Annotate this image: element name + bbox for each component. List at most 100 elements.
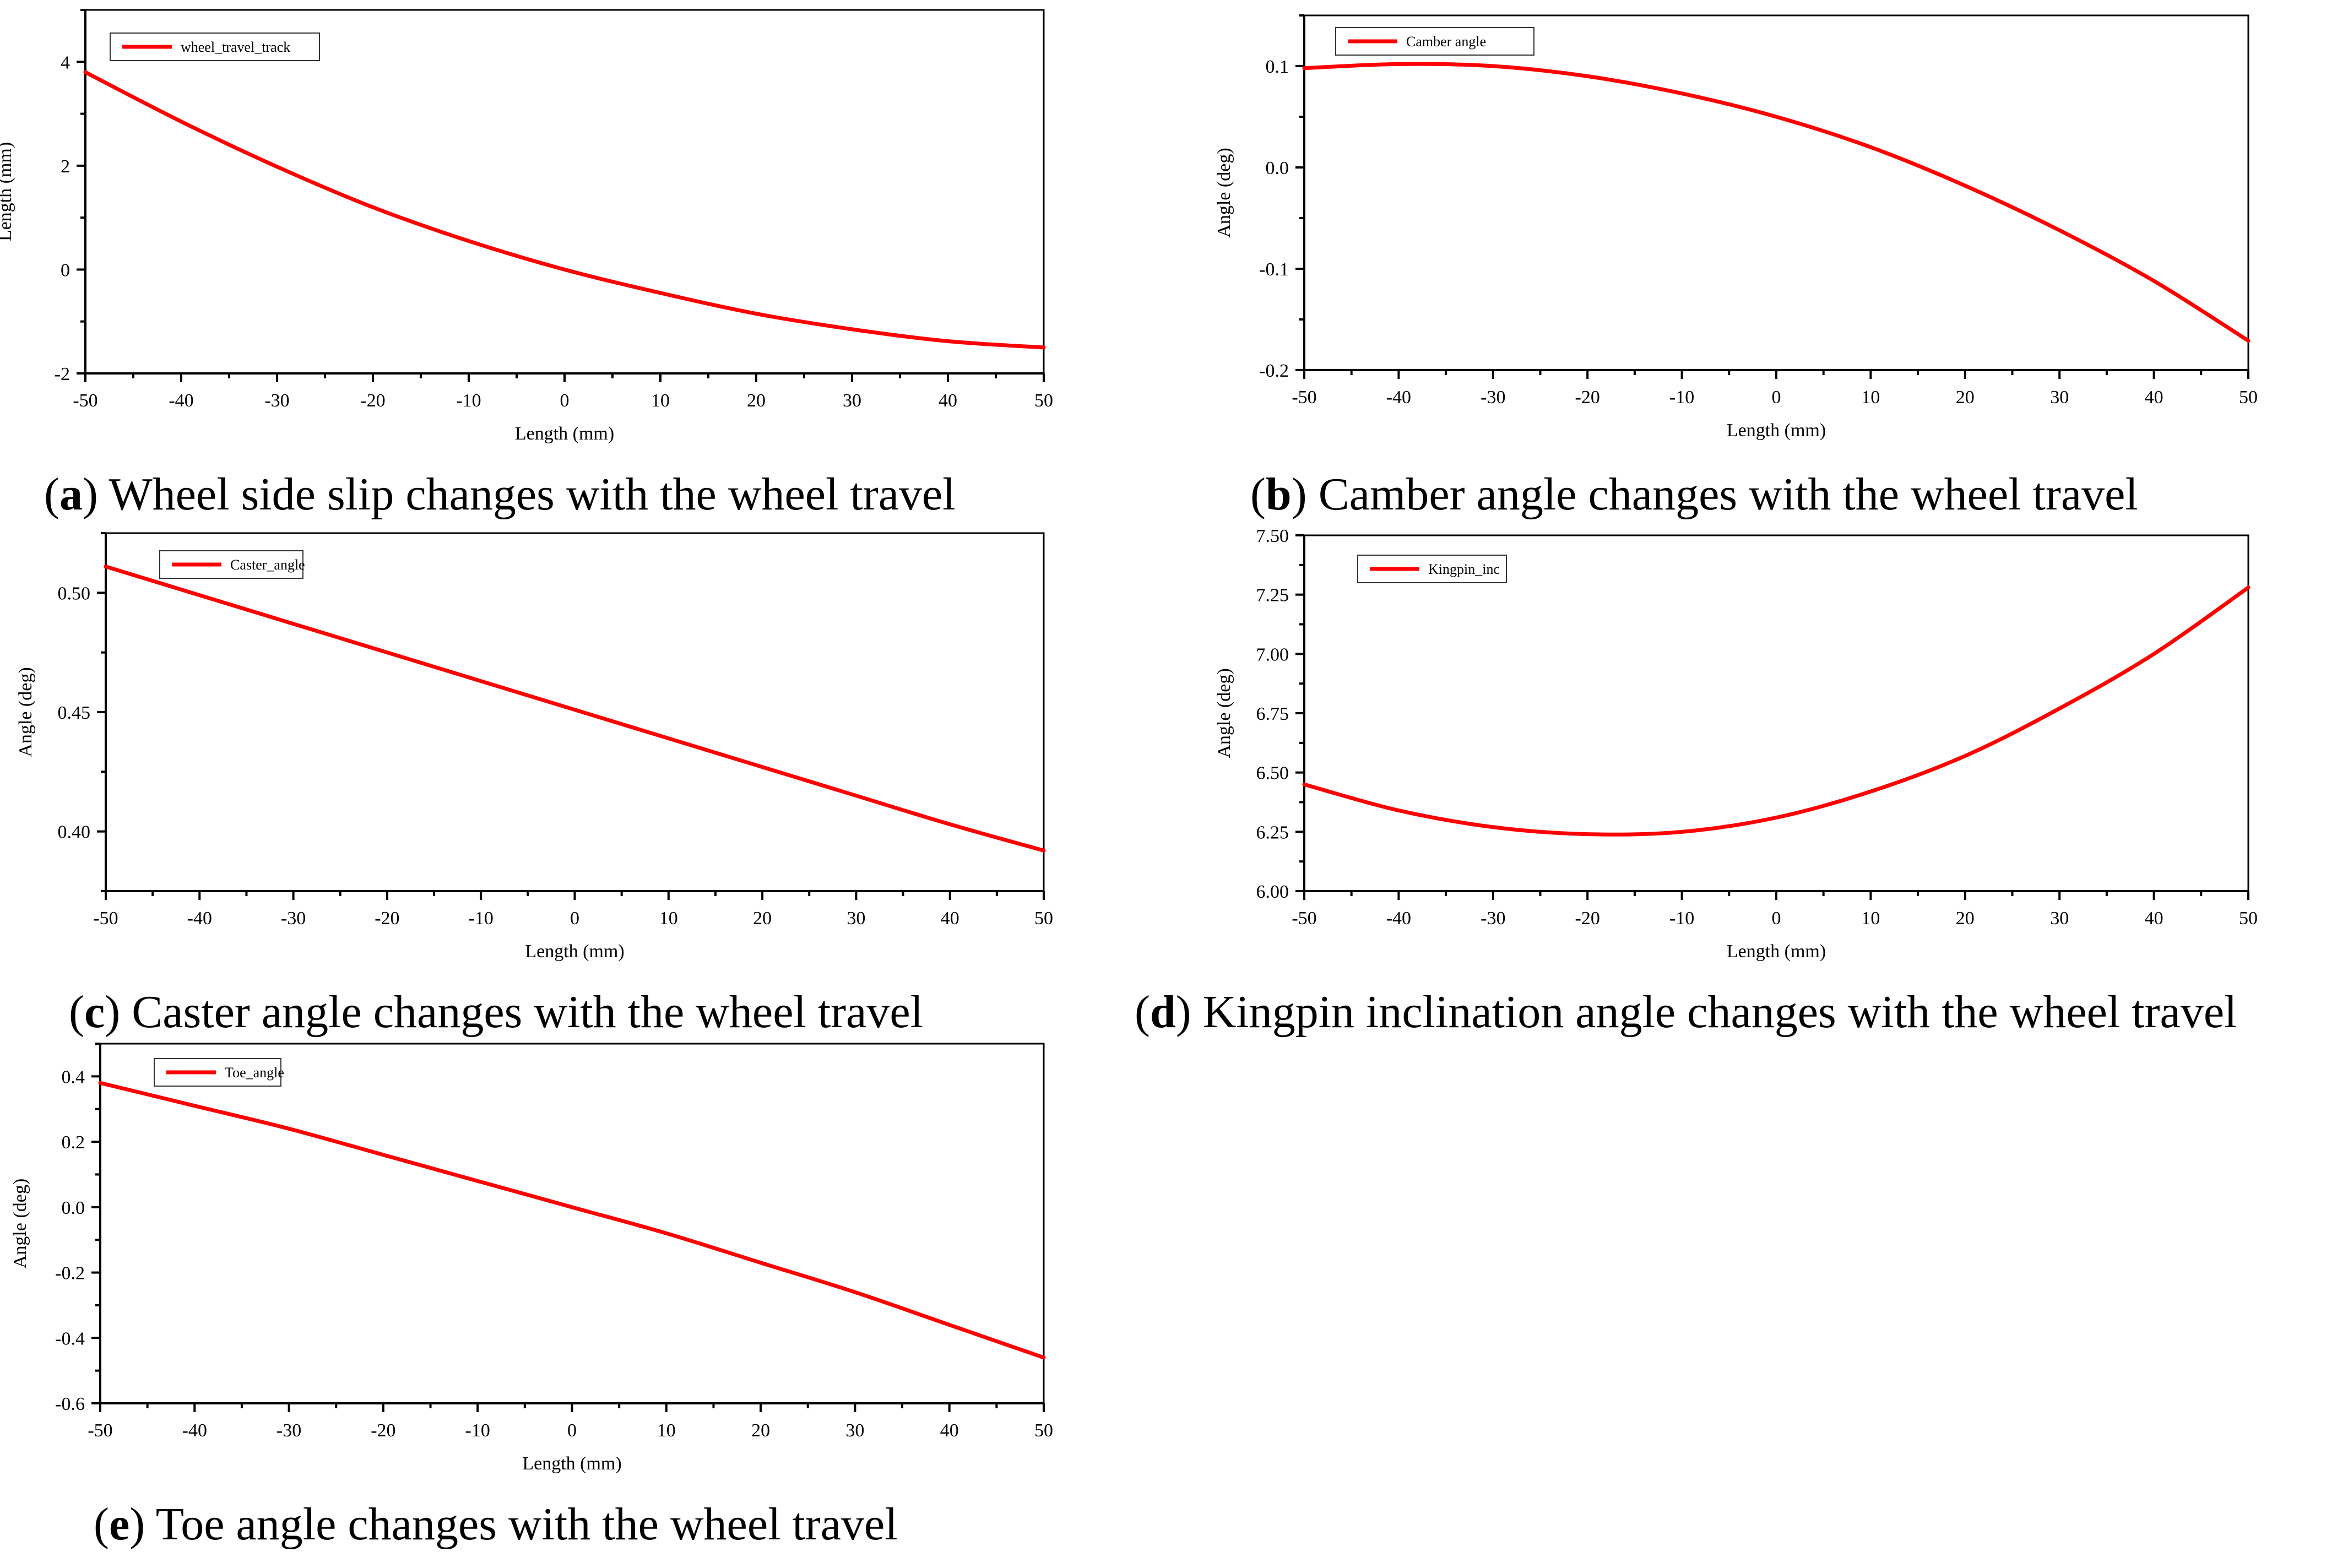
y-tick-label: -2 xyxy=(55,364,70,384)
x-tick-label: 0 xyxy=(1772,387,1781,408)
legend-label: wheel_travel_track xyxy=(181,39,290,55)
x-tick-label: -40 xyxy=(1386,908,1411,929)
x-tick-label: -50 xyxy=(1292,387,1316,408)
data-point xyxy=(1303,67,1305,69)
data-point xyxy=(2058,707,2060,709)
x-tick-label: 0 xyxy=(570,908,579,929)
data-point xyxy=(372,206,374,208)
x-tick-label: 50 xyxy=(1034,908,1053,929)
data-point xyxy=(1303,783,1305,785)
data-point xyxy=(659,292,661,294)
x-tick-label: -30 xyxy=(276,1420,301,1441)
caption-letter: e xyxy=(109,1499,129,1550)
x-tick-label: -40 xyxy=(182,1420,207,1441)
y-tick-label: 4 xyxy=(61,52,70,73)
x-tick-label: -50 xyxy=(88,1420,112,1441)
x-tick-label: 0 xyxy=(560,390,570,411)
data-point xyxy=(563,268,566,270)
legend-label: Toe_angle xyxy=(225,1065,284,1081)
series-line-b xyxy=(1302,62,2251,343)
data-point xyxy=(468,240,470,242)
legend: Camber angle xyxy=(1335,27,1534,56)
data-point xyxy=(1869,146,1872,148)
y-tick-label: 6.25 xyxy=(1256,822,1289,843)
x-tick-label: -20 xyxy=(1575,908,1600,929)
caption-text: Kingpin inclination angle changes with t… xyxy=(1203,986,2237,1038)
data-point xyxy=(288,1127,290,1130)
series-line-e xyxy=(98,1081,1046,1360)
x-tick-label: -20 xyxy=(375,908,399,929)
data-point xyxy=(1043,849,1045,851)
data-point xyxy=(761,766,763,768)
data-point xyxy=(760,1262,762,1264)
panel-caption: (a) Wheel side slip changes with the whe… xyxy=(44,469,956,520)
panel-caption: (e) Toe angle changes with the wheel tra… xyxy=(94,1499,898,1550)
x-tick-label: -30 xyxy=(1481,387,1505,408)
data-point xyxy=(1964,755,1966,757)
y-axis-label: Angle (deg) xyxy=(1214,668,1234,758)
data-point xyxy=(292,623,295,625)
data-point xyxy=(198,594,200,596)
x-axis-label: Length (mm) xyxy=(515,424,614,444)
x-tick-label: 10 xyxy=(1861,387,1880,408)
legend: Toe_angle xyxy=(154,1058,284,1087)
data-point xyxy=(382,1154,384,1156)
x-tick-label: -20 xyxy=(360,390,385,411)
data-point xyxy=(1043,346,1045,349)
legend-label: Kingpin_inc xyxy=(1428,561,1500,577)
x-tick-label: 50 xyxy=(2239,908,2258,929)
y-tick-label: 0.45 xyxy=(58,703,91,723)
data-point xyxy=(105,566,107,568)
data-point xyxy=(949,823,951,826)
x-tick-label: 10 xyxy=(657,1420,676,1441)
data-point xyxy=(480,680,482,682)
y-axis-label: Angle (deg) xyxy=(15,667,36,757)
x-tick-label: -30 xyxy=(281,908,306,929)
x-tick-label: -10 xyxy=(1669,387,1694,408)
x-tick-label: 20 xyxy=(747,390,766,411)
data-point xyxy=(1681,93,1683,95)
x-tick-label: 50 xyxy=(1034,390,1053,411)
data-point xyxy=(574,709,576,711)
y-tick-label: 0.4 xyxy=(62,1067,85,1087)
chart-panel-d: -50 -40 -30 -20 -10 0 10 20 30 40 50 6.00 6.25 6.50 6.… xyxy=(1135,526,2258,1038)
legend: wheel_travel_track xyxy=(110,32,320,61)
y-tick-label: 7.00 xyxy=(1256,644,1289,665)
data-point xyxy=(665,1232,668,1234)
data-point xyxy=(1043,1357,1045,1359)
caption-paren: ( xyxy=(94,1499,109,1550)
x-tick-label: -50 xyxy=(73,390,97,411)
x-tick-label: 0 xyxy=(567,1420,577,1441)
caption-paren: ( xyxy=(44,469,59,520)
x-tick-label: 40 xyxy=(2145,387,2163,408)
x-axis-label: Length (mm) xyxy=(1727,941,1826,962)
y-tick-label: 7.25 xyxy=(1256,585,1289,606)
x-tick-label: 30 xyxy=(2050,387,2069,408)
x-tick-label: -30 xyxy=(264,390,289,411)
y-tick-label: -0.2 xyxy=(55,1263,85,1284)
x-tick-label: 30 xyxy=(847,908,865,929)
x-tick-label: 40 xyxy=(940,1420,959,1441)
caption-paren: ) xyxy=(1292,469,1319,520)
series-line-d xyxy=(1302,585,2251,837)
x-axis-label: Length (mm) xyxy=(525,941,624,962)
data-point xyxy=(2247,587,2249,589)
y-tick-label: 0.0 xyxy=(1266,158,1289,178)
data-point xyxy=(1492,826,1494,828)
plot-frame xyxy=(99,1043,1045,1404)
caption-paren: ( xyxy=(1135,986,1150,1038)
x-tick-label: 10 xyxy=(1861,908,1880,929)
x-tick-label: 50 xyxy=(1034,1420,1053,1441)
x-tick-label: 40 xyxy=(2145,908,2163,929)
panel-caption: (d) Kingpin inclination angle changes wi… xyxy=(1135,986,2237,1038)
legend-label: Camber angle xyxy=(1406,34,1486,50)
caption-letter: a xyxy=(59,469,83,520)
data-point xyxy=(1681,831,1683,833)
x-tick-label: 40 xyxy=(941,908,959,929)
data-point xyxy=(2247,340,2249,342)
plot-frame xyxy=(1303,534,2249,892)
caption-letter: b xyxy=(1266,469,1292,520)
plot-frame xyxy=(84,9,1045,375)
x-tick-label: 20 xyxy=(753,908,772,929)
